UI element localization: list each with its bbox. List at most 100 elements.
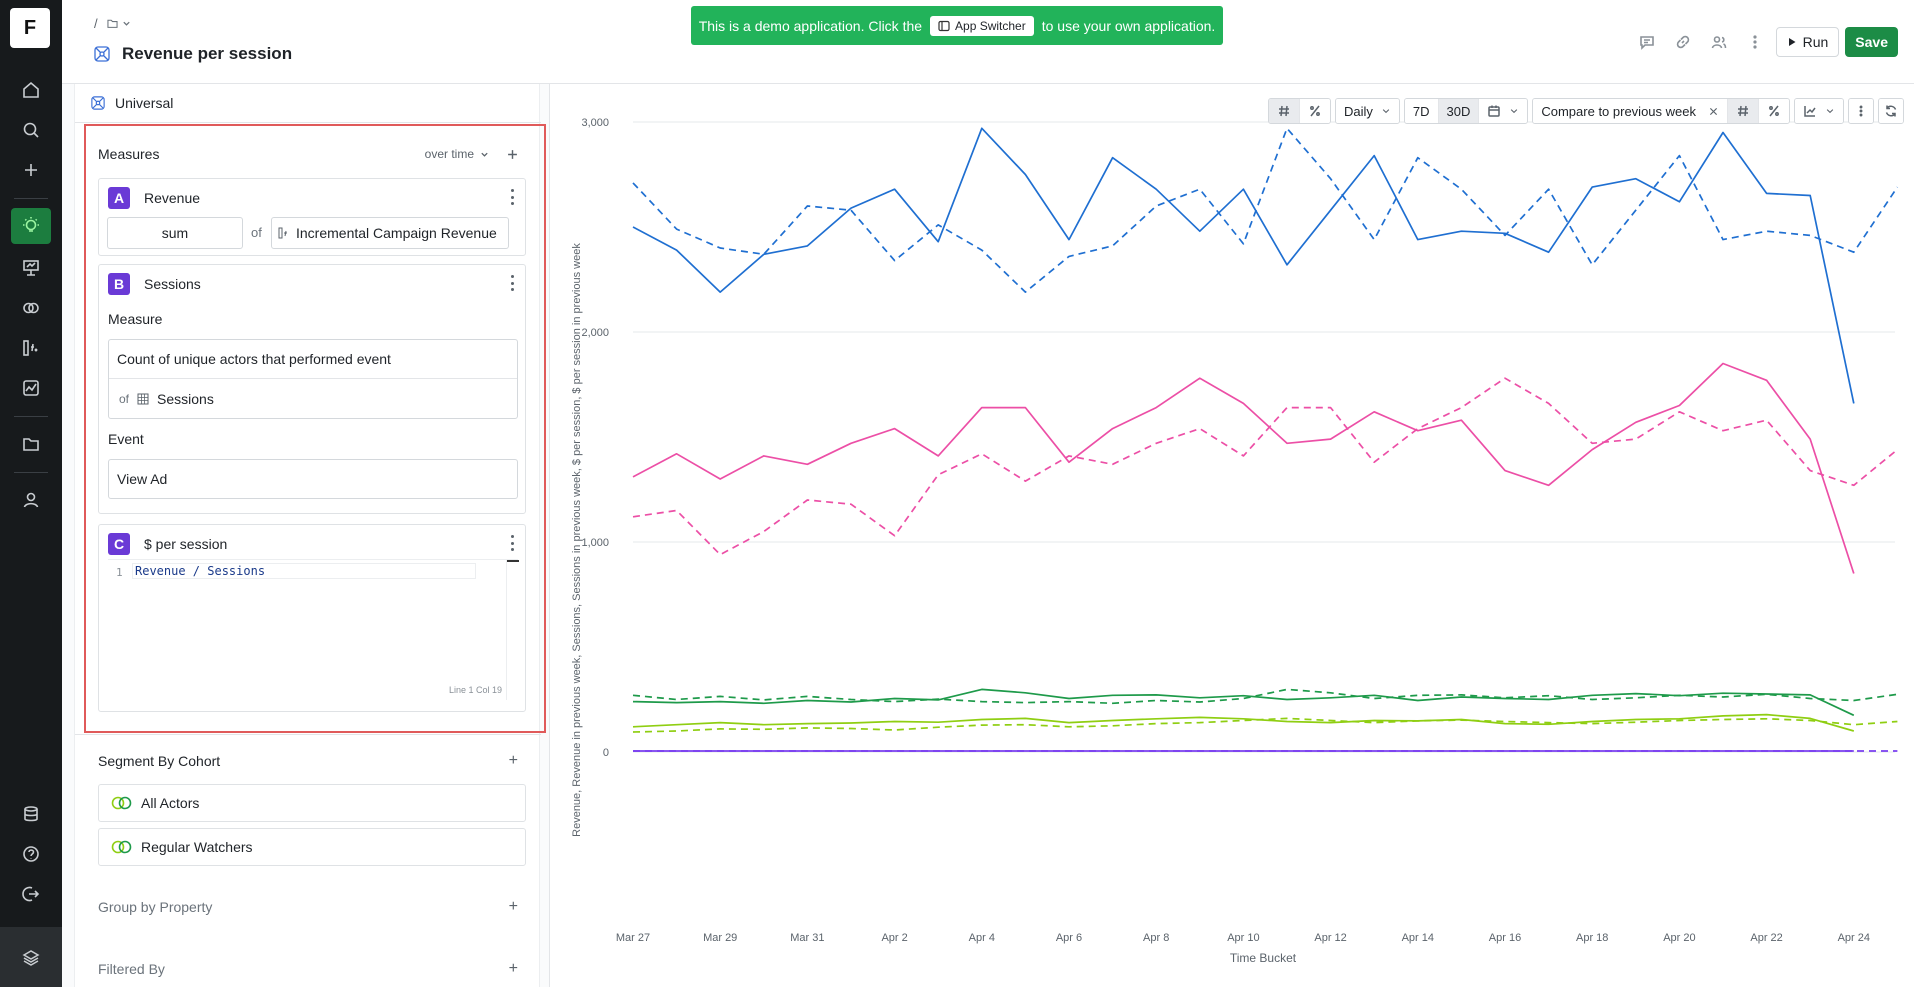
filter-header: Filtered By + — [98, 960, 518, 978]
measure-a-name[interactable]: Revenue — [144, 190, 201, 206]
y-tick-label: 1,000 — [581, 537, 609, 549]
x-tick-label: Apr 14 — [1402, 932, 1434, 944]
series-line-blue_dashed[interactable] — [632, 127, 1899, 293]
series-line-lime_solid[interactable] — [632, 713, 1855, 732]
more-options-icon[interactable] — [1740, 27, 1770, 57]
compare-select[interactable]: Compare to previous week — [1533, 99, 1728, 123]
metric-value: Incremental Campaign Revenue — [296, 225, 497, 241]
of-label: of — [251, 225, 262, 240]
measure-c-badge: C — [108, 533, 130, 555]
measure-b-card: B Sessions Measure Count of unique actor… — [98, 264, 526, 514]
metric-icon — [278, 227, 287, 239]
chart-more-icon[interactable] — [1849, 99, 1873, 123]
run-button[interactable]: Run — [1775, 27, 1840, 57]
series-line-green_solid[interactable] — [632, 688, 1855, 717]
editor-scrollbar[interactable] — [506, 560, 519, 700]
chart-toolbar: Daily 7D 30D Compare to previous week — [1267, 98, 1904, 124]
over-time-dropdown[interactable]: over time — [425, 147, 489, 161]
add-cohort-icon[interactable]: + — [508, 752, 518, 769]
user-icon[interactable] — [11, 482, 51, 518]
cohort-item[interactable]: All Actors — [98, 784, 526, 822]
close-icon[interactable] — [1708, 106, 1719, 117]
line-chart-icon — [1804, 106, 1816, 117]
event-select[interactable]: View Ad — [108, 459, 518, 499]
refresh-icon[interactable] — [1879, 99, 1903, 123]
database-icon[interactable] — [11, 796, 51, 832]
series-line-pink_dashed[interactable] — [632, 377, 1898, 556]
series-line-green_dashed[interactable] — [632, 688, 1898, 705]
granularity-label: Daily — [1343, 103, 1373, 119]
granularity-select[interactable]: Daily — [1335, 99, 1399, 123]
breadcrumb-separator: / — [94, 16, 98, 31]
help-icon[interactable] — [11, 836, 51, 872]
cohort-item[interactable]: Regular Watchers — [98, 828, 526, 866]
share-users-icon[interactable] — [1704, 27, 1734, 57]
layers-icon — [22, 950, 40, 966]
series-line-lime_dashed[interactable] — [632, 717, 1898, 733]
page-header: / Revenue per session This is a demo app… — [62, 0, 1914, 84]
compare-absolute-icon[interactable] — [1728, 99, 1759, 123]
measures-label: Measures — [98, 146, 160, 162]
cohort-icon — [111, 796, 132, 810]
save-button[interactable]: Save — [1845, 27, 1898, 57]
chart-type-select[interactable] — [1795, 99, 1843, 123]
filter-label: Filtered By — [98, 961, 165, 977]
x-tick-label: Apr 22 — [1750, 932, 1782, 944]
cohorts-icon[interactable] — [11, 290, 51, 326]
add-measure-icon[interactable] — [507, 149, 518, 160]
date-picker[interactable] — [1479, 99, 1528, 123]
formula-editor[interactable]: 1 Revenue / Sessions Line 1 Col 19 — [108, 559, 519, 700]
workspace-switcher[interactable] — [0, 927, 62, 987]
y-tick-label: 3,000 — [581, 117, 609, 129]
x-tick-label: Apr 2 — [881, 932, 907, 944]
measure-of-select[interactable]: of Sessions — [109, 379, 517, 418]
measure-c-menu-icon[interactable] — [511, 535, 515, 551]
metrics-icon[interactable] — [11, 330, 51, 366]
add-group-icon[interactable]: + — [508, 898, 518, 915]
comment-icon[interactable] — [1632, 27, 1662, 57]
y-tick-label: 0 — [603, 747, 609, 759]
page-title[interactable]: Revenue per session — [122, 44, 293, 63]
presentation-icon[interactable] — [11, 250, 51, 286]
over-time-label: over time — [424, 147, 474, 161]
app-logo[interactable]: F — [10, 8, 50, 48]
link-icon[interactable] — [1668, 27, 1698, 57]
metric-select[interactable]: Incremental Campaign Revenue — [271, 217, 509, 249]
x-tick-label: Apr 4 — [969, 932, 995, 944]
percent-values-icon[interactable] — [1299, 99, 1330, 123]
absolute-values-icon[interactable] — [1268, 99, 1300, 123]
series-line-blue_solid[interactable] — [632, 127, 1855, 404]
measure-a-menu-icon[interactable] — [511, 189, 515, 205]
universal-label: Universal — [115, 95, 174, 111]
sessions-value: Sessions — [157, 390, 214, 407]
home-icon[interactable] — [11, 72, 51, 108]
chart-area: 0 1,000 2,000 3,000 Mar 27 Mar 29 Mar 31 Apr 2… — [550, 84, 1914, 987]
measure-b-menu-icon[interactable] — [511, 275, 515, 291]
series-line-pink_solid[interactable] — [632, 362, 1855, 574]
universal-scope[interactable]: Universal — [91, 86, 173, 120]
measure-sub-label: Measure — [108, 311, 163, 327]
folder-icon[interactable] — [11, 426, 51, 462]
line-chart: 0 1,000 2,000 3,000 Mar 27 Mar 29 Mar 31 Apr 2… — [571, 117, 1899, 965]
aggregation-select[interactable]: sum — [107, 217, 243, 249]
measure-type-select[interactable]: Count of unique actors that performed ev… — [109, 340, 517, 379]
calendar-icon — [1488, 105, 1501, 117]
logout-icon[interactable] — [11, 876, 51, 912]
add-filter-icon[interactable]: + — [508, 960, 518, 977]
range-7d-button[interactable]: 7D — [1404, 99, 1439, 123]
segment-label: Segment By Cohort — [98, 753, 221, 769]
chart-icon[interactable] — [11, 370, 51, 406]
measure-b-name[interactable]: Sessions — [144, 276, 201, 292]
search-icon[interactable] — [11, 112, 51, 148]
measure-c-name[interactable]: $ per session — [144, 536, 228, 552]
range-30d-button[interactable]: 30D — [1438, 99, 1480, 123]
x-tick-label: Mar 31 — [790, 932, 824, 944]
plus-icon[interactable] — [11, 152, 51, 188]
insights-bulb-icon[interactable] — [11, 208, 51, 244]
folder-dropdown[interactable] — [106, 17, 131, 30]
formula-code[interactable]: Revenue / Sessions — [132, 563, 476, 579]
measure-definition: Count of unique actors that performed ev… — [108, 339, 518, 419]
measure-c-card: C $ per session 1 Revenue / Sessions Lin… — [98, 524, 526, 712]
app-switcher-chip[interactable]: App Switcher — [930, 15, 1034, 36]
compare-percent-icon[interactable] — [1759, 99, 1789, 123]
